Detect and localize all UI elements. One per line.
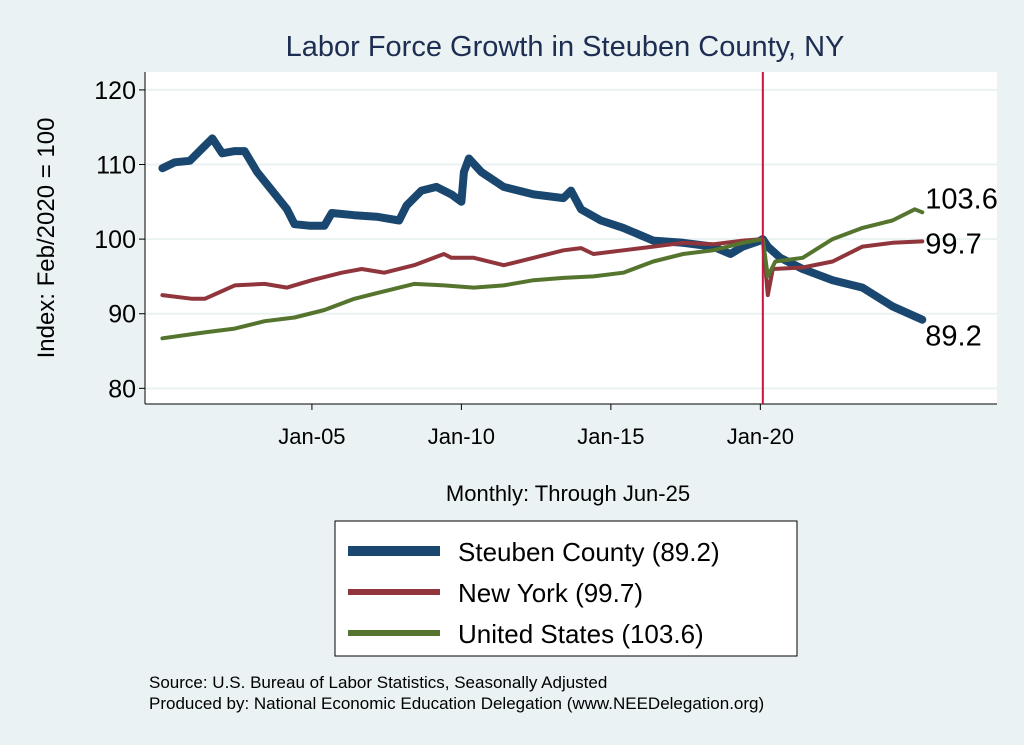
source-note: Source: U.S. Bureau of Labor Statistics,… [149, 673, 607, 692]
x-tick-label: Jan-15 [577, 424, 644, 449]
end-label: 103.6 [925, 183, 998, 215]
y-tick-label: 100 [94, 226, 136, 254]
x-axis-label: Monthly: Through Jun-25 [446, 481, 690, 506]
x-tick-label: Jan-10 [428, 424, 495, 449]
legend-label: New York (99.7) [458, 578, 643, 608]
x-tick-label: Jan-05 [278, 424, 345, 449]
y-tick-label: 120 [94, 77, 136, 105]
chart-title: Labor Force Growth in Steuben County, NY [286, 31, 845, 63]
y-axis-label: Index: Feb/2020 = 100 [33, 118, 60, 359]
legend-label: United States (103.6) [458, 619, 704, 649]
producer-note: Produced by: National Economic Education… [149, 694, 764, 713]
legend: Steuben County (89.2) New York (99.7) Unit… [334, 520, 798, 657]
plot-area [145, 72, 997, 404]
legend-label: Steuben County (89.2) [458, 537, 720, 567]
series-line-1 [160, 237, 925, 301]
x-tick-label: Jan-20 [727, 424, 794, 449]
y-tick-label: 110 [96, 152, 136, 180]
end-label: 99.7 [925, 228, 981, 260]
y-tick-label: 90 [108, 301, 136, 329]
end-label: 89.2 [925, 321, 981, 353]
series-line-2 [160, 207, 925, 341]
y-tick-label: 80 [108, 375, 136, 403]
